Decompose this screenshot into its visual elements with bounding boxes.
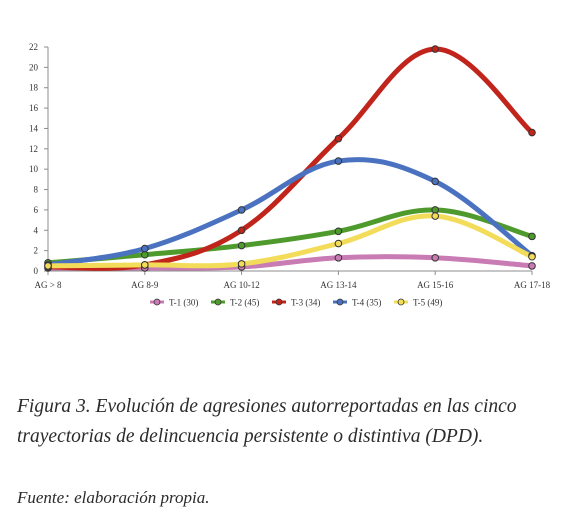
- legend-item-label: T-1 (30): [169, 298, 198, 308]
- legend-swatch-marker: [153, 298, 161, 306]
- series-lines: [45, 46, 535, 271]
- data-point-series-5: [431, 212, 440, 220]
- data-point-series-1: [431, 253, 440, 262]
- data-point-series-5: [44, 262, 52, 270]
- data-point-series-5: [334, 239, 343, 248]
- x-tick-label: AG 15-16: [417, 280, 454, 290]
- y-tick-label: 12: [29, 144, 38, 154]
- x-tick-label: AG 8-9: [131, 280, 159, 290]
- y-tick-label: 20: [29, 62, 39, 72]
- data-point-series-3: [334, 134, 343, 143]
- figure-caption: Figura 3. Evolución de agresiones autorr…: [17, 396, 517, 447]
- y-tick-label: 14: [29, 123, 39, 133]
- data-point-series-4: [141, 244, 149, 253]
- legend-item-label: T-3 (34): [291, 298, 320, 308]
- legend-item-label: T-2 (45): [230, 298, 259, 308]
- figure-source: Fuente: elaboración propia.: [17, 488, 210, 507]
- y-axis: 0 2 4 6 8 10 12 14 16 18 20 22: [29, 42, 49, 276]
- data-point-series-5: [141, 261, 149, 269]
- y-tick-label: 22: [29, 42, 38, 52]
- y-tick-label: 16: [29, 103, 39, 113]
- y-tick-label: 0: [34, 266, 39, 276]
- series-line-2: [45, 207, 535, 266]
- legend-swatch-marker: [336, 298, 344, 306]
- y-tick-label: 18: [29, 83, 39, 93]
- legend-swatch-marker: [275, 298, 283, 306]
- legend-swatch-marker: [397, 298, 405, 306]
- data-point-series-4: [431, 177, 440, 186]
- data-point-series-5: [528, 252, 536, 261]
- y-tick-label: 6: [34, 205, 39, 215]
- legend-item-label: T-5 (49): [413, 298, 442, 308]
- series-line-5: [45, 213, 535, 269]
- data-point-series-1: [334, 253, 343, 262]
- data-point-series-4: [237, 206, 246, 214]
- data-point-series-3: [431, 45, 440, 53]
- x-axis: AG > 8 AG 8-9 AG 10-12 AG 13-14 AG 15-16 AG 1…: [34, 270, 551, 290]
- data-point-series-3: [237, 226, 246, 235]
- series-line-3: [45, 46, 535, 271]
- data-point-series-3: [528, 128, 536, 137]
- legend-swatch-marker: [214, 298, 222, 306]
- y-tick-label: 4: [34, 225, 39, 235]
- data-point-series-4: [334, 157, 343, 165]
- x-tick-label: AG 10-12: [223, 280, 259, 290]
- y-tick-label: 10: [29, 164, 39, 174]
- x-tick-label: AG 17-18: [514, 280, 551, 290]
- x-tick-label: AG > 8: [34, 280, 62, 290]
- data-point-series-1: [528, 262, 536, 270]
- data-point-series-5: [237, 260, 246, 268]
- data-point-series-2: [237, 241, 246, 250]
- line-chart: 0 2 4 6 8 10 12 14 16 18 20 22 AG > 8 AG 8-9 AG 10-12…: [29, 42, 551, 308]
- series-markers: [44, 45, 536, 272]
- y-tick-label: 2: [34, 246, 39, 256]
- y-tick-label: 8: [34, 185, 39, 195]
- legend-item-label: T-4 (35): [352, 298, 381, 308]
- x-tick-label: AG 13-14: [320, 280, 357, 290]
- data-point-series-2: [528, 232, 536, 241]
- legend: T-1 (30) T-2 (45) T-3 (34) T-4 (35) T-5 (49): [150, 298, 442, 308]
- data-point-series-2: [334, 227, 343, 236]
